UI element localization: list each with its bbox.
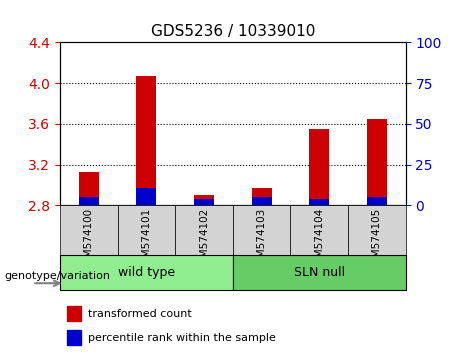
FancyBboxPatch shape bbox=[175, 205, 233, 255]
Text: GSM574101: GSM574101 bbox=[142, 208, 151, 271]
Bar bbox=[136, 188, 156, 205]
FancyBboxPatch shape bbox=[60, 205, 118, 255]
FancyBboxPatch shape bbox=[118, 205, 175, 255]
Bar bbox=[252, 197, 272, 205]
Bar bbox=[367, 197, 387, 205]
Title: GDS5236 / 10339010: GDS5236 / 10339010 bbox=[151, 23, 315, 39]
Bar bbox=[367, 119, 387, 205]
Text: GSM574104: GSM574104 bbox=[314, 208, 324, 271]
Text: GSM574100: GSM574100 bbox=[84, 208, 94, 271]
Bar bbox=[194, 195, 214, 205]
Bar bbox=[67, 306, 81, 321]
Bar bbox=[252, 188, 272, 205]
Text: GSM574105: GSM574105 bbox=[372, 208, 382, 271]
FancyBboxPatch shape bbox=[233, 205, 290, 255]
Bar bbox=[79, 172, 99, 205]
Text: GSM574103: GSM574103 bbox=[257, 208, 266, 271]
Text: percentile rank within the sample: percentile rank within the sample bbox=[88, 333, 276, 343]
FancyBboxPatch shape bbox=[60, 255, 233, 290]
Bar bbox=[136, 76, 156, 205]
FancyBboxPatch shape bbox=[290, 205, 348, 255]
Text: wild type: wild type bbox=[118, 266, 175, 279]
Text: GSM574102: GSM574102 bbox=[199, 208, 209, 271]
Bar bbox=[67, 330, 81, 345]
Bar bbox=[79, 197, 99, 205]
Text: SLN null: SLN null bbox=[294, 266, 345, 279]
FancyBboxPatch shape bbox=[233, 255, 406, 290]
Bar bbox=[309, 199, 329, 205]
Bar bbox=[309, 129, 329, 205]
Text: genotype/variation: genotype/variation bbox=[5, 271, 111, 281]
FancyBboxPatch shape bbox=[348, 205, 406, 255]
Bar bbox=[194, 199, 214, 205]
Text: transformed count: transformed count bbox=[88, 309, 191, 319]
